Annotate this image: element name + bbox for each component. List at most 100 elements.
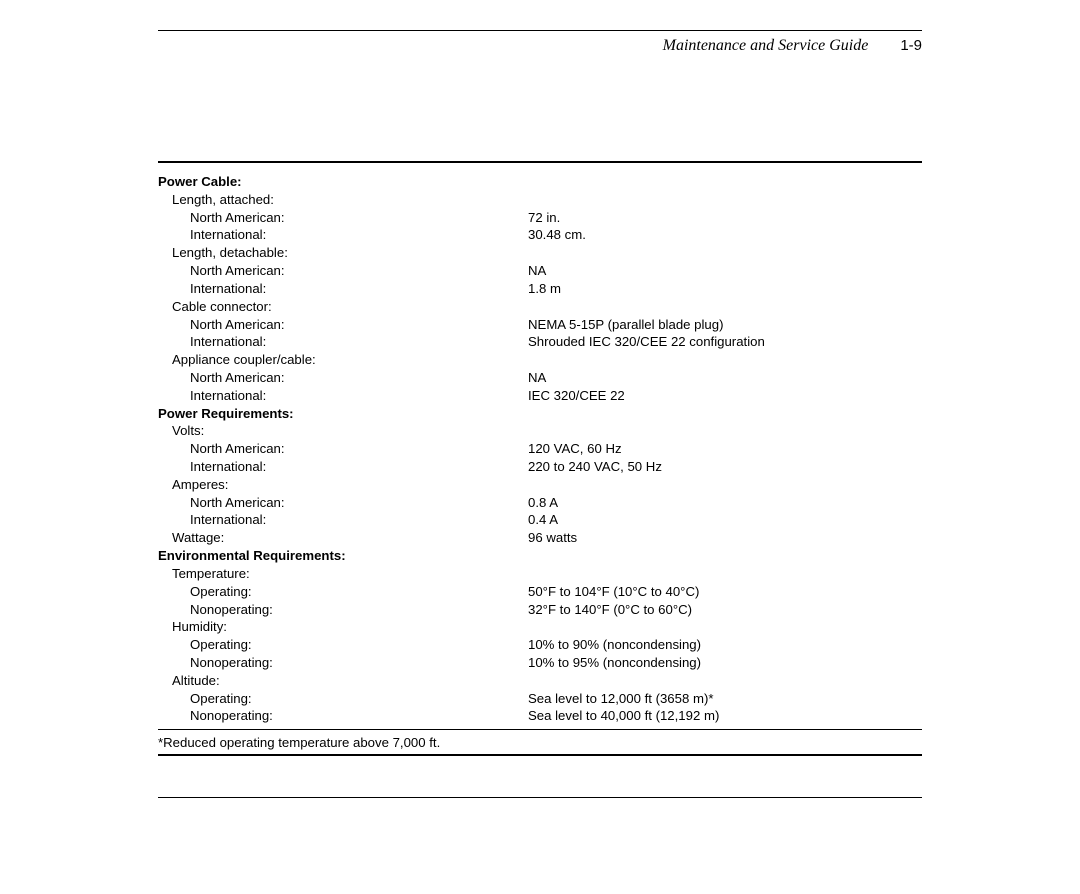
- spec-label: International:: [158, 333, 528, 351]
- spec-row: Operating: 50°F to 104°F (10°C to 40°C): [158, 583, 922, 601]
- spec-value: 50°F to 104°F (10°C to 40°C): [528, 583, 922, 601]
- spec-row: North American: NA: [158, 262, 922, 280]
- spec-label-text: North American:: [158, 495, 285, 510]
- spec-label: Length, attached:: [158, 191, 528, 209]
- spec-value: 30.48 cm.: [528, 226, 922, 244]
- section-heading-row: Environmental Requirements:: [158, 547, 922, 565]
- spec-label: Nonoperating:: [158, 707, 528, 725]
- spec-value: [528, 351, 922, 369]
- spec-label: Cable connector:: [158, 298, 528, 316]
- spec-label: North American:: [158, 440, 528, 458]
- spec-value: [528, 618, 922, 636]
- spec-value: [528, 672, 922, 690]
- spec-value: Sea level to 40,000 ft (12,192 m): [528, 707, 922, 725]
- page-header: Maintenance and Service Guide 1-9: [158, 33, 922, 57]
- spec-row: Operating:Sea level to 12,000 ft (3658 m…: [158, 690, 922, 708]
- spec-row: Temperature:: [158, 565, 922, 583]
- spec-label-text: Humidity:: [158, 619, 227, 634]
- section-heading-value: [528, 405, 922, 423]
- spec-row: International:1.8 m: [158, 280, 922, 298]
- spec-row: Nonoperating:32°F to 140°F (0°C to 60°C): [158, 601, 922, 619]
- spec-row: Altitude:: [158, 672, 922, 690]
- spec-label: Altitude:: [158, 672, 528, 690]
- spec-value: Sea level to 12,000 ft (3658 m)*: [528, 690, 922, 708]
- spec-row: Nonoperating:10% to 95% (noncondensing): [158, 654, 922, 672]
- spec-label-text: North American:: [158, 263, 285, 278]
- spec-label-text: International:: [158, 281, 266, 296]
- spec-label: International:: [158, 458, 528, 476]
- spec-value: 72 in.: [528, 209, 922, 227]
- spec-label-text: Cable connector:: [158, 299, 272, 314]
- spec-value: NEMA 5-15P (parallel blade plug): [528, 316, 922, 334]
- footnote: *Reduced operating temperature above 7,0…: [158, 733, 922, 750]
- spec-label: Operating:: [158, 636, 528, 654]
- spec-value: 96 watts: [528, 529, 922, 547]
- document-page: Maintenance and Service Guide 1-9 Power …: [0, 0, 1080, 894]
- spec-row: North American:72 in.: [158, 209, 922, 227]
- spec-label-text: Nonoperating:: [158, 602, 273, 617]
- spec-label-text: International:: [158, 388, 266, 403]
- spec-row: Cable connector:: [158, 298, 922, 316]
- spec-row: International:Shrouded IEC 320/CEE 22 co…: [158, 333, 922, 351]
- spec-label: International:: [158, 511, 528, 529]
- header-top-rule: [158, 30, 922, 31]
- spec-value: 10% to 90% (noncondensing): [528, 636, 922, 654]
- spec-label-text: International:: [158, 334, 266, 349]
- section-heading: Power Requirements:: [158, 405, 528, 423]
- spec-row: Humidity:: [158, 618, 922, 636]
- header-page-number: 1-9: [900, 37, 922, 54]
- spec-label: Appliance coupler/cable:: [158, 351, 528, 369]
- table-divider-rule: [158, 729, 922, 730]
- footer-rule: [158, 797, 922, 798]
- spec-label: International:: [158, 226, 528, 244]
- spec-label-text: Operating:: [158, 584, 252, 599]
- spec-label: North American:: [158, 316, 528, 334]
- spec-row: International:0.4 A: [158, 511, 922, 529]
- content-block: Power Cable:Length, attached: North Ameri…: [158, 161, 922, 756]
- section-heading-row: Power Cable:: [158, 173, 922, 191]
- spec-label-text: Nonoperating:: [158, 708, 273, 723]
- spec-row: International:30.48 cm.: [158, 226, 922, 244]
- spec-row: North American:0.8 A: [158, 494, 922, 512]
- spec-row: Nonoperating: Sea level to 40,000 ft (12,…: [158, 707, 922, 725]
- spec-value: IEC 320/CEE 22: [528, 387, 922, 405]
- table-top-rule: [158, 161, 922, 163]
- spec-label: North American:: [158, 494, 528, 512]
- spec-value: [528, 244, 922, 262]
- spec-label: Nonoperating:: [158, 654, 528, 672]
- spec-label: Temperature:: [158, 565, 528, 583]
- spec-label-text: International:: [158, 512, 266, 527]
- spec-row: Appliance coupler/cable:: [158, 351, 922, 369]
- section-heading-value: [528, 547, 922, 565]
- spec-value: 10% to 95% (noncondensing): [528, 654, 922, 672]
- spec-label: Volts:: [158, 422, 528, 440]
- section-heading: Environmental Requirements:: [158, 547, 528, 565]
- section-heading: Power Cable:: [158, 173, 528, 191]
- spec-value: NA: [528, 262, 922, 280]
- spec-label: Operating:: [158, 583, 528, 601]
- spec-row: Length, attached:: [158, 191, 922, 209]
- spec-value: 120 VAC, 60 Hz: [528, 440, 922, 458]
- spec-row: North American:NA: [158, 369, 922, 387]
- spec-label-text: Appliance coupler/cable:: [158, 352, 316, 367]
- spec-table: Power Cable:Length, attached: North Ameri…: [158, 173, 922, 725]
- spec-row: Length, detachable:: [158, 244, 922, 262]
- spec-label-text: Temperature:: [158, 566, 250, 581]
- spec-label: Nonoperating:: [158, 601, 528, 619]
- spec-label-text: Length, detachable:: [158, 245, 288, 260]
- spec-value: [528, 298, 922, 316]
- spec-label: Operating:: [158, 690, 528, 708]
- spec-row: North American:NEMA 5-15P (parallel blad…: [158, 316, 922, 334]
- spec-label: North American:: [158, 262, 528, 280]
- spec-label-text: Operating:: [158, 637, 252, 652]
- spec-label-text: Length, attached:: [158, 192, 274, 207]
- spec-label: Wattage:: [158, 529, 528, 547]
- spec-value: [528, 422, 922, 440]
- spec-label-text: International:: [158, 459, 266, 474]
- spec-value: 220 to 240 VAC, 50 Hz: [528, 458, 922, 476]
- section-heading-value: [528, 173, 922, 191]
- spec-label: International:: [158, 387, 528, 405]
- spec-value: [528, 565, 922, 583]
- header-title: Maintenance and Service Guide: [663, 37, 869, 55]
- spec-row: International: 220 to 240 VAC, 50 Hz: [158, 458, 922, 476]
